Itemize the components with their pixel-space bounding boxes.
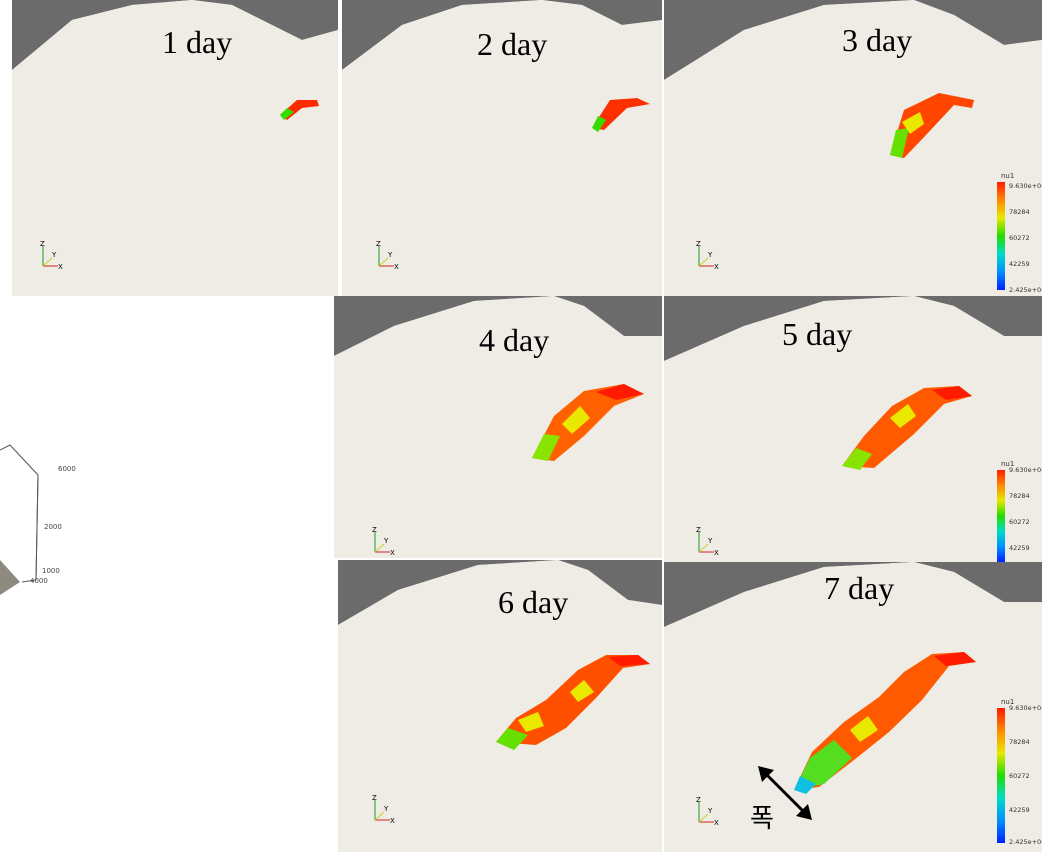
colorbar-title: nu1 (1001, 172, 1015, 180)
axes-orientation-icon: Z Y X (696, 526, 719, 556)
axis-z-label: Z (40, 240, 45, 248)
axis-x-label: X (714, 263, 719, 270)
colorbar-tick: 2.425e+04 (1009, 286, 1042, 294)
colorbar-legend: nu1 9.630e+04 78284 60272 42259 2.425e+0… (997, 172, 1042, 296)
terrain-view (334, 296, 662, 558)
scale-lines (0, 444, 39, 595)
colorbar-gradient (997, 470, 1005, 562)
axis-x-label: X (390, 549, 395, 556)
colorbar-tick: 9.630e+04 (1009, 182, 1042, 190)
colorbar-tick: 60272 (1009, 518, 1030, 526)
axis-y-label: Y (707, 807, 713, 815)
simulation-panel-day-2: 2 day Z Y X (342, 0, 662, 296)
colorbar-gradient (997, 708, 1005, 843)
day-label: 4 day (479, 322, 550, 358)
colorbar-tick: 60272 (1009, 234, 1030, 242)
colorbar-tick: 78284 (1009, 738, 1030, 746)
colorbar-tick: 42259 (1009, 544, 1030, 552)
colorbar-tick: 9.630e+04 (1009, 704, 1042, 712)
axis-y-label: Y (707, 537, 713, 545)
simulation-panel-day-6: 6 day Z Y X (338, 560, 662, 852)
axis-y-label: Y (383, 537, 389, 545)
terrain-view (342, 0, 662, 296)
axis-x-label: X (714, 819, 719, 826)
axis-y-label: Y (387, 251, 393, 259)
scale-tick: 2000 (44, 523, 62, 531)
colorbar-tick: 60272 (1009, 772, 1030, 780)
axes-orientation-icon: Z Y X (696, 796, 719, 826)
axes-orientation-icon: Z Y X (372, 794, 395, 824)
day-label: 2 day (477, 26, 548, 62)
axes-orientation-icon: Z Y X (696, 240, 719, 270)
axis-z-label: Z (372, 794, 377, 802)
axis-z-label: Z (372, 526, 377, 534)
simulation-panel-day-7: 7 day Z Y X nu1 9.630e+04 78284 60272 42… (664, 562, 1042, 852)
colorbar-tick: 78284 (1009, 208, 1030, 216)
colorbar-legend: nu1 9.630e+04 78284 60272 42259 (997, 460, 1042, 562)
axis-z-label: Z (696, 240, 701, 248)
day-label: 1 day (162, 24, 233, 60)
scale-tick: 4000 (30, 577, 48, 585)
day-label: 3 day (842, 22, 913, 58)
axis-x-label: X (390, 817, 395, 824)
axes-orientation-icon: Z Y X (372, 526, 395, 556)
axis-y-label: Y (383, 805, 389, 813)
axis-x-label: X (58, 263, 63, 270)
colorbar-title: nu1 (1001, 698, 1015, 706)
terrain-view (12, 0, 338, 296)
side-scale-fragment: 6000 2000 1000 4000 (0, 420, 80, 610)
colorbar-title: nu1 (1001, 460, 1015, 468)
axis-x-label: X (394, 263, 399, 270)
axis-z-label: Z (696, 526, 701, 534)
day-label: 5 day (782, 316, 853, 352)
colorbar-tick: 42259 (1009, 806, 1030, 814)
terrain-view (664, 562, 1042, 852)
day-label: 6 day (498, 584, 569, 620)
axes-orientation-icon: Z Y X (376, 240, 399, 270)
axis-z-label: Z (376, 240, 381, 248)
day-label: 7 day (824, 570, 895, 606)
axis-y-label: Y (51, 251, 57, 259)
axes-orientation-icon: Z Y X (40, 240, 63, 270)
simulation-panel-day-3: 3 day Z Y X nu1 9.630e+04 78284 60272 42… (664, 0, 1042, 296)
simulation-panel-day-4: 4 day Z Y X (334, 296, 662, 558)
colorbar-legend: nu1 9.630e+04 78284 60272 42259 2.425e+0… (997, 698, 1042, 852)
simulation-panel-day-1: 1 day Z Y X (12, 0, 338, 296)
axis-x-label: X (714, 549, 719, 556)
terrain-view (338, 560, 662, 852)
colorbar-tick: 42259 (1009, 260, 1030, 268)
axis-z-label: Z (696, 796, 701, 804)
terrain-view (664, 296, 1042, 562)
terrain-view (664, 0, 1042, 296)
colorbar-tick: 9.630e+04 (1009, 466, 1042, 474)
colorbar-tick: 78284 (1009, 492, 1030, 500)
scale-tick: 6000 (58, 465, 76, 473)
width-label: 폭 (750, 804, 774, 834)
simulation-panel-day-5: 5 day Z Y X nu1 9.630e+04 78284 60272 42… (664, 296, 1042, 562)
width-double-arrow-icon (758, 766, 812, 820)
colorbar-tick: 2.425e+04 (1009, 838, 1042, 846)
scale-tick: 1000 (42, 567, 60, 575)
axis-y-label: Y (707, 251, 713, 259)
colorbar-gradient (997, 182, 1005, 290)
